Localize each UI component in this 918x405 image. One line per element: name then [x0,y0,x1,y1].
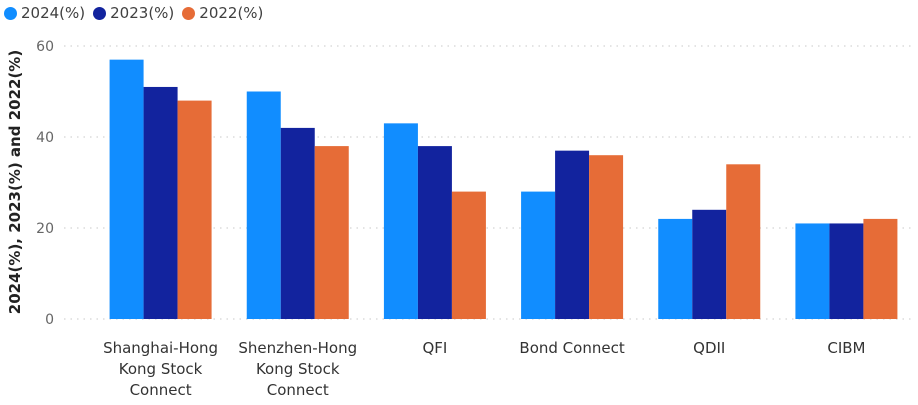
legend-swatch [182,6,196,20]
bar [829,223,864,319]
y-tick-label: 60 [36,39,54,55]
bar [280,127,315,320]
bar [143,86,178,319]
x-tick-label: CIBM [827,339,865,357]
x-tick-label: Shenzhen-Hong Kong Stock Connect [238,339,357,399]
y-tick-label: 0 [45,312,54,328]
bar [417,146,452,319]
x-tick-label: Shanghai-Hong Kong Stock Connect [103,339,218,399]
x-tick-label: QDII [693,339,725,357]
bar [589,155,624,319]
bar [246,91,281,319]
bar [726,164,761,319]
legend-item[interactable]: 2022(%) [182,4,263,22]
bar [451,191,486,319]
y-axis-label: 2024(%), 2023(%) and 2022(%) [6,50,24,314]
bar [521,191,556,319]
legend-label: 2022(%) [199,4,264,22]
legend-item[interactable]: 2024(%) [4,4,85,22]
bar [177,100,212,319]
legend-swatch [93,6,107,20]
bar [658,218,693,319]
legend-swatch [4,6,17,20]
bar [692,209,727,319]
x-tick-label: Bond Connect [519,339,624,357]
y-tick-label: 20 [36,221,54,237]
bar [795,223,830,319]
legend-label: 2024(%) [21,4,86,22]
bar [383,123,418,319]
x-tick-label: QFI [422,339,447,357]
bar [109,59,144,320]
bar [863,218,898,319]
bar [555,150,590,319]
chart-legend: 2024(%) 2023(%) 2022(%) [4,4,263,22]
legend-label: 2023(%) [110,4,175,22]
y-tick-label: 40 [36,130,54,146]
legend-item[interactable]: 2023(%) [93,4,174,22]
bar [314,146,349,319]
